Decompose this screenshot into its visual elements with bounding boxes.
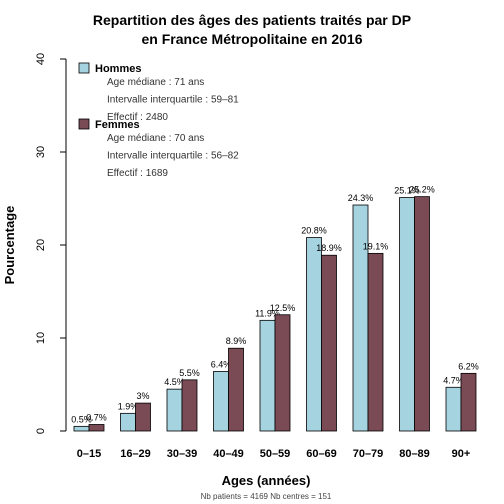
footnote: Nb patients = 4169 Nb centres = 151 [201,492,332,501]
data-label-femmes-5: 18.9% [316,243,342,253]
bar-hommes-1 [120,412,136,432]
bar-femmes-3 [228,347,244,432]
data-label-hommes-3: 6.4% [211,359,232,369]
bar-hommes-0 [73,425,90,432]
y-tick-label: 20 [35,239,47,251]
bar-femmes-5 [321,254,337,432]
data-label-hommes-6: 24.3% [348,193,374,203]
x-axis-title: Ages (années) [222,473,311,488]
bar-hommes-3 [213,371,229,432]
x-tick-label: 50–59 [260,448,291,460]
data-label-hommes-1: 1.9% [118,401,139,411]
bars-group: 0.5%0.7% 1.9%3% 4.5%5.5% 6.4% 8.9% 11.9%12.5%… [71,185,479,432]
y-tick-label: 10 [35,332,47,344]
legend-label-hommes: Hommes [95,63,141,75]
x-tick-label: 90+ [452,448,471,460]
bar-femmes-6 [367,252,384,432]
y-tick-label: 30 [35,146,47,158]
bar-hommes-4 [259,319,276,432]
legend-stat-femmes: Intervalle interquartile : 56–82 [107,151,239,162]
data-label-hommes-0: 0.5% [71,414,92,424]
legend-stat-femmes: Age médiane : 70 ans [107,133,204,144]
bar-hommes-6 [352,204,369,432]
bar-femmes-2 [181,379,198,432]
x-tick-label: 60–69 [306,448,337,460]
data-label-femmes-6: 19.1% [363,241,389,251]
bar-hommes-7 [399,197,415,432]
legend-stat-hommes: Effectif : 2480 [107,112,168,123]
bar-femmes-4 [274,314,291,432]
legend-label-femmes: Femmes [95,119,140,131]
data-label-hommes-2: 4.5% [164,377,185,387]
data-label-hommes-8: 4.7% [443,375,464,385]
data-label-femmes-0: 0.7% [86,412,107,422]
x-tick-label: 70–79 [353,448,384,460]
x-tick-label: 0–15 [77,448,101,460]
y-tick-label: 40 [35,53,47,65]
data-label-femmes-8: 6.2% [458,361,479,371]
data-label-hommes-4: 11.9% [255,308,280,318]
y-axis: 0 10 20 30 40 [35,53,67,434]
data-label-femmes-1: 3% [136,391,149,401]
y-axis-title: Pourcentage [2,206,17,285]
bar-hommes-5 [306,237,322,432]
data-label-femmes-3: 8.9% [226,336,247,346]
chart-title-line1: Repartition des âges des patients traité… [93,12,411,28]
chart-title-line2: en France Métropolitaine en 2016 [142,31,363,47]
legend: Hommes Age médiane : 71 ans Intervalle int… [78,62,239,179]
y-tick-label: 0 [35,428,47,434]
data-label-femmes-7: 25.2% [409,185,435,195]
data-label-femmes-2: 5.5% [179,368,200,378]
x-axis-labels: 0–15 16–29 30–39 40–49 50–59 60–69 70–79 80–89 9… [77,448,471,460]
bar-femmes-8 [460,372,477,432]
data-label-hommes-5: 20.8% [301,226,327,236]
bar-femmes-0 [88,424,105,432]
bar-femmes-7 [414,196,430,432]
data-label-femmes-4: 12.5% [270,303,296,313]
bar-hommes-2 [166,388,183,432]
x-tick-label: 80–89 [399,448,430,460]
legend-stat-femmes: Effectif : 1689 [107,168,168,179]
legend-swatch-hommes [78,62,90,74]
x-tick-label: 40–49 [213,448,244,460]
bar-hommes-8 [445,386,462,432]
x-tick-label: 16–29 [120,448,151,460]
x-tick-label: 30–39 [167,448,198,460]
data-label-hommes-7: 25.1% [394,186,420,196]
legend-stat-hommes: Age médiane : 71 ans [107,77,204,88]
legend-stat-hommes: Intervalle interquartile : 59–81 [107,95,239,106]
bar-femmes-1 [135,402,151,432]
legend-swatch-femmes [78,118,90,130]
